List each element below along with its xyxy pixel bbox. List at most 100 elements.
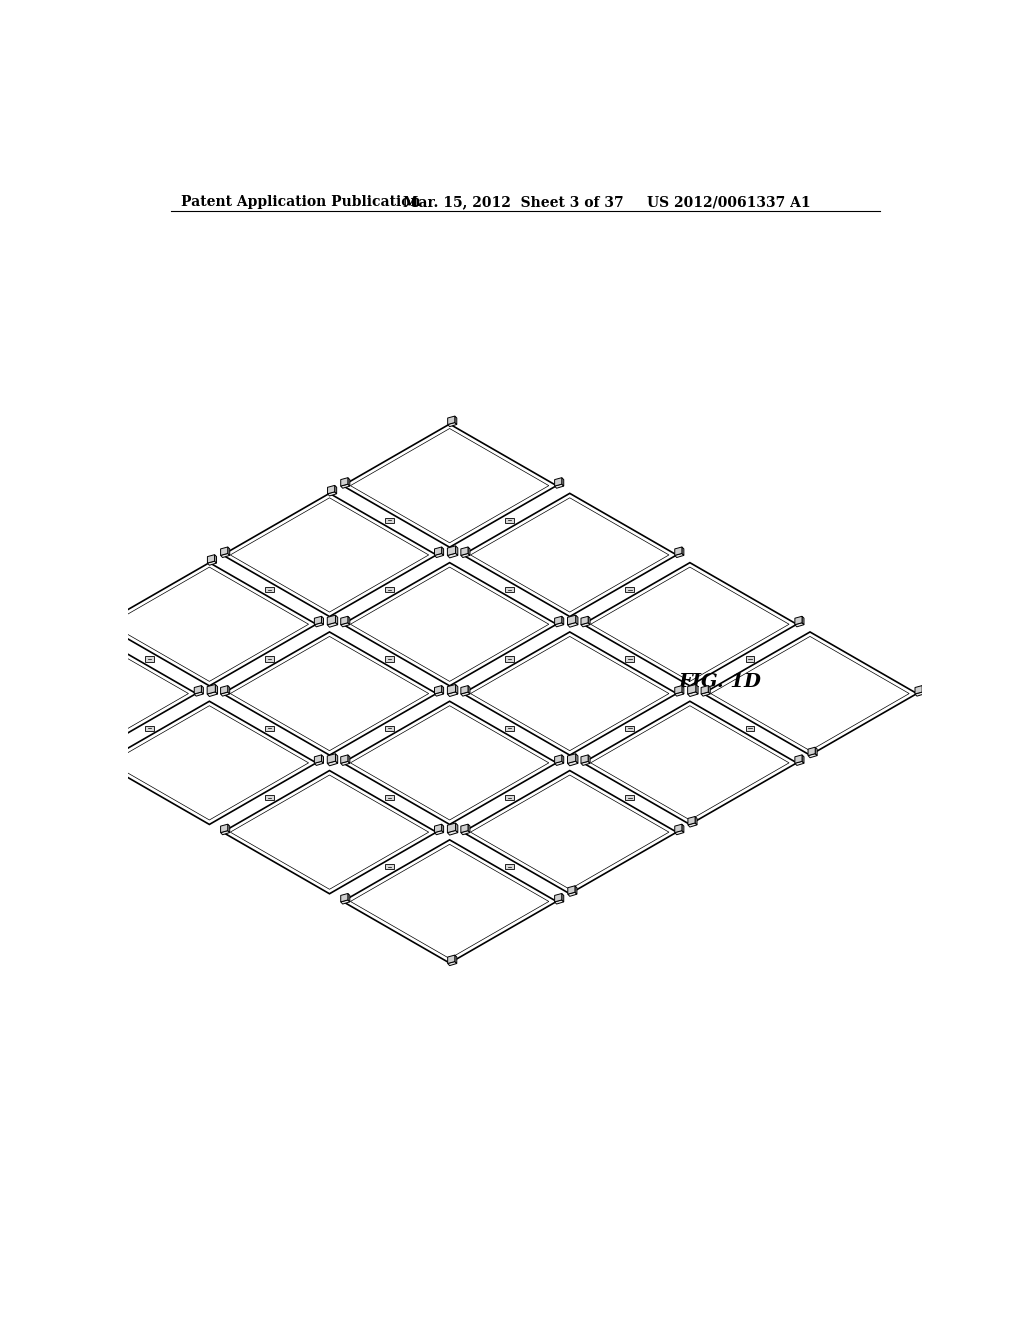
Polygon shape	[94, 624, 96, 632]
Polygon shape	[314, 623, 324, 627]
Polygon shape	[682, 685, 684, 694]
Text: Mar. 15, 2012  Sheet 3 of 37: Mar. 15, 2012 Sheet 3 of 37	[403, 195, 624, 210]
Polygon shape	[385, 795, 394, 800]
Polygon shape	[581, 616, 588, 624]
Polygon shape	[795, 755, 802, 763]
Polygon shape	[562, 616, 564, 624]
Polygon shape	[202, 685, 204, 694]
Polygon shape	[555, 755, 562, 763]
Polygon shape	[227, 685, 229, 694]
Polygon shape	[562, 478, 564, 486]
Polygon shape	[506, 865, 514, 870]
Polygon shape	[795, 616, 802, 624]
Polygon shape	[208, 554, 215, 564]
Polygon shape	[343, 701, 557, 825]
Polygon shape	[434, 685, 441, 694]
Polygon shape	[195, 685, 202, 694]
Polygon shape	[222, 771, 436, 894]
Polygon shape	[220, 692, 229, 696]
Polygon shape	[688, 817, 695, 825]
Polygon shape	[795, 762, 804, 766]
Polygon shape	[341, 478, 348, 486]
Polygon shape	[567, 615, 575, 624]
Polygon shape	[336, 754, 338, 763]
Polygon shape	[688, 692, 698, 697]
Polygon shape	[207, 692, 217, 697]
Polygon shape	[701, 692, 711, 696]
Polygon shape	[808, 754, 817, 758]
Polygon shape	[447, 961, 457, 966]
Polygon shape	[688, 822, 697, 828]
Polygon shape	[385, 587, 394, 593]
Polygon shape	[348, 616, 350, 624]
Polygon shape	[696, 685, 698, 694]
Polygon shape	[227, 546, 229, 556]
Polygon shape	[461, 685, 468, 694]
Polygon shape	[675, 830, 684, 834]
Polygon shape	[434, 830, 443, 834]
Polygon shape	[808, 747, 815, 755]
Polygon shape	[220, 685, 227, 694]
Polygon shape	[555, 478, 562, 486]
Polygon shape	[447, 553, 458, 558]
Polygon shape	[555, 484, 564, 488]
Polygon shape	[341, 484, 350, 488]
Polygon shape	[581, 755, 588, 763]
Polygon shape	[385, 517, 394, 523]
Polygon shape	[567, 762, 578, 766]
Polygon shape	[348, 755, 350, 763]
Polygon shape	[220, 824, 227, 833]
Polygon shape	[447, 830, 458, 836]
Polygon shape	[581, 623, 590, 627]
Polygon shape	[447, 685, 456, 694]
Polygon shape	[675, 546, 682, 556]
Polygon shape	[441, 824, 443, 833]
Polygon shape	[343, 840, 557, 964]
Polygon shape	[447, 824, 456, 833]
Polygon shape	[385, 865, 394, 870]
Polygon shape	[461, 553, 470, 557]
Polygon shape	[709, 685, 711, 694]
Polygon shape	[220, 830, 229, 834]
Polygon shape	[695, 817, 697, 825]
Polygon shape	[100, 616, 108, 624]
Polygon shape	[328, 623, 338, 627]
Polygon shape	[220, 553, 229, 557]
Polygon shape	[227, 824, 229, 833]
Polygon shape	[506, 795, 514, 800]
Polygon shape	[555, 762, 564, 766]
Polygon shape	[701, 685, 709, 694]
Polygon shape	[455, 956, 457, 964]
Polygon shape	[314, 616, 322, 624]
Polygon shape	[265, 726, 273, 731]
Polygon shape	[626, 587, 634, 593]
Polygon shape	[463, 771, 677, 894]
Polygon shape	[208, 561, 216, 565]
Polygon shape	[447, 956, 455, 964]
Polygon shape	[328, 486, 335, 494]
Polygon shape	[562, 894, 564, 902]
Polygon shape	[341, 762, 350, 766]
Polygon shape	[562, 755, 564, 763]
Polygon shape	[100, 762, 110, 766]
Polygon shape	[447, 416, 455, 425]
Polygon shape	[567, 886, 574, 894]
Polygon shape	[348, 478, 350, 486]
Polygon shape	[461, 546, 468, 556]
Text: FIG. 1D: FIG. 1D	[678, 673, 761, 690]
Polygon shape	[102, 701, 316, 825]
Polygon shape	[461, 830, 470, 834]
Polygon shape	[322, 755, 324, 763]
Polygon shape	[100, 623, 110, 627]
Polygon shape	[815, 747, 817, 755]
Polygon shape	[463, 494, 677, 616]
Polygon shape	[215, 685, 217, 694]
Polygon shape	[626, 656, 634, 661]
Polygon shape	[802, 755, 804, 763]
Polygon shape	[343, 424, 557, 548]
Polygon shape	[265, 656, 273, 661]
Polygon shape	[328, 762, 338, 766]
Polygon shape	[385, 656, 394, 661]
Polygon shape	[341, 755, 348, 763]
Polygon shape	[915, 685, 923, 694]
